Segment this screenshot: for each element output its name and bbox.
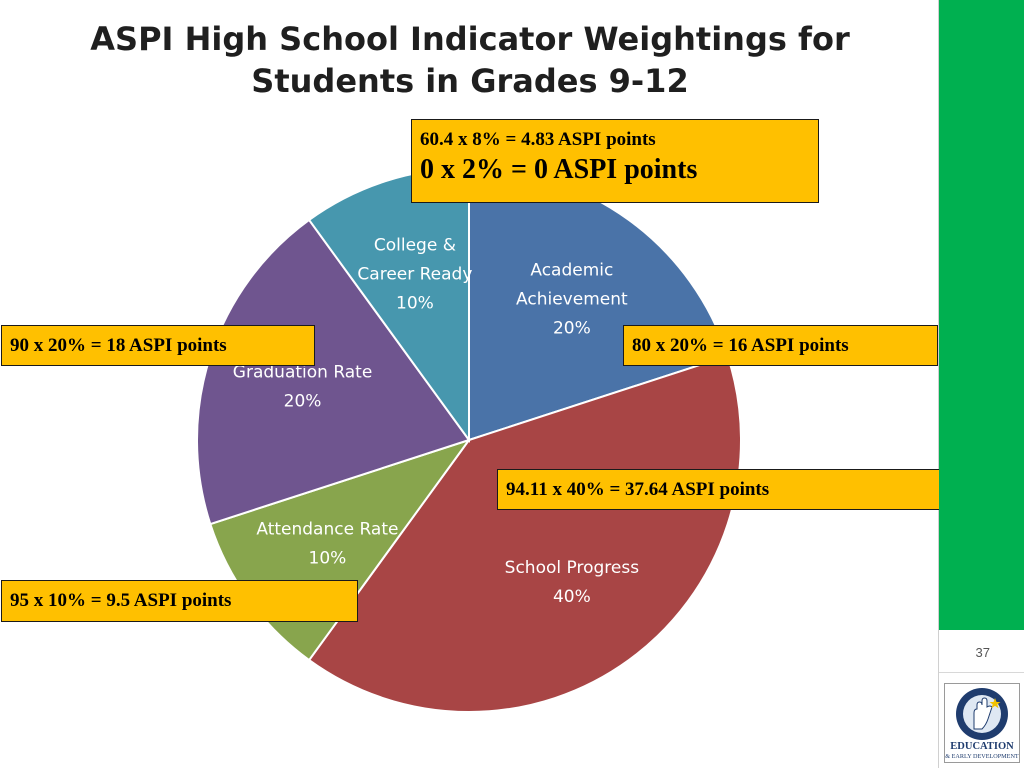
- callout-top-line-1: 60.4 x 8% = 4.83 ASPI points: [420, 129, 656, 150]
- pie-label-4: College & Career Ready 10%: [357, 236, 472, 314]
- logo-text-education: EDUCATION: [950, 741, 1014, 752]
- pie-label-0-line-2: 20%: [553, 318, 591, 338]
- pie-label-4-line-2: 10%: [396, 294, 434, 314]
- callout-progress: 94.11 x 40% = 37.64 ASPI points: [497, 469, 947, 510]
- pie-label-3: Graduation Rate 20%: [233, 362, 373, 411]
- pie-label-3-line-0: Graduation Rate: [233, 362, 373, 382]
- pie-label-0: Academic Achievement 20%: [516, 260, 628, 338]
- pie-label-2-line-0: Attendance Rate: [256, 519, 398, 539]
- pie-label-4-line-0: College &: [374, 236, 456, 256]
- callout-attendance: 95 x 10% = 9.5 ASPI points: [1, 580, 358, 622]
- education-logo: EDUCATION & EARLY DEVELOPMENT: [944, 683, 1020, 763]
- page-number-box: 37: [939, 630, 1024, 673]
- callout-top-line-2: 0 x 2% = 0 ASPI points: [420, 154, 698, 185]
- callout-graduation: 90 x 20% = 18 ASPI points: [1, 325, 315, 366]
- pie-label-2-line-1: 10%: [309, 548, 347, 568]
- pie-label-1-line-1: 40%: [553, 587, 591, 607]
- logo-text-early-development: & EARLY DEVELOPMENT: [945, 753, 1019, 760]
- pie-label-1-line-0: School Progress: [505, 558, 640, 578]
- title-line-1: ASPI High School Indicator Weightings fo…: [90, 20, 850, 58]
- pie-chart: Academic Achievement 20% School Progress 40%…: [196, 166, 742, 713]
- pie-label-0-line-1: Achievement: [516, 289, 628, 309]
- accent-bar: [939, 0, 1024, 630]
- page-title: ASPI High School Indicator Weightings fo…: [40, 18, 900, 102]
- pie-slice-1: [307, 354, 742, 713]
- pie-label-0-line-0: Academic: [530, 260, 613, 280]
- title-line-2: Students in Grades 9-12: [251, 62, 689, 100]
- pie-label-4-line-1: Career Ready: [357, 265, 472, 285]
- pie-labels: Academic Achievement 20% School Progress 40%…: [233, 236, 639, 608]
- callout-college-career: 60.4 x 8% = 4.83 ASPI points 0 x 2% = 0 …: [411, 119, 819, 203]
- slide: ASPI High School Indicator Weightings fo…: [0, 0, 947, 768]
- page-number: 37: [975, 645, 990, 660]
- pie-label-3-line-1: 20%: [284, 391, 322, 411]
- star-icon: [989, 698, 1001, 709]
- pie-slices: [196, 166, 742, 713]
- pie-label-1: School Progress 40%: [505, 558, 640, 607]
- pie-label-2: Attendance Rate 10%: [256, 519, 398, 568]
- callout-academic: 80 x 20% = 16 ASPI points: [623, 325, 938, 366]
